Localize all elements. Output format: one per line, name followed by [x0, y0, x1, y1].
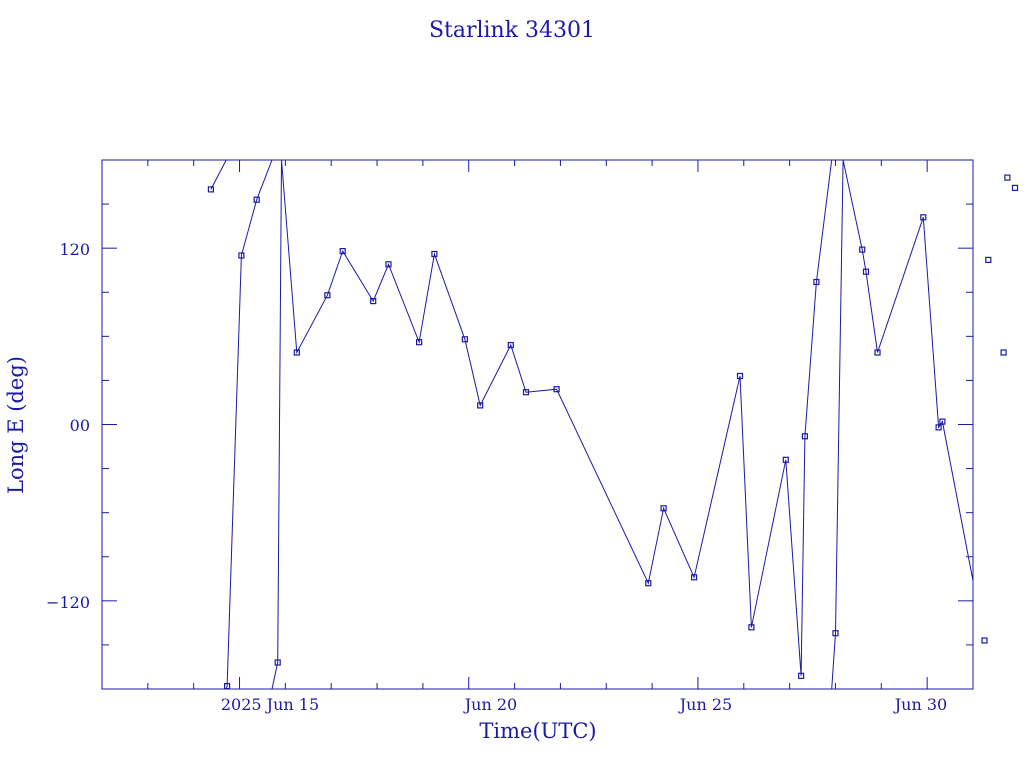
- data-point: [935, 424, 942, 431]
- x-tick-label-jun30: Jun 30: [893, 695, 947, 714]
- data-point: [553, 386, 560, 393]
- data-point: [859, 246, 866, 253]
- data-point: [645, 580, 652, 587]
- data-point: [862, 268, 870, 275]
- y-tick-label-minus-120: −120: [46, 593, 90, 612]
- data-point: [690, 574, 698, 581]
- data-point: [507, 342, 514, 349]
- data-point: [224, 682, 231, 690]
- plot-frame: [101, 159, 974, 690]
- data-point: [339, 248, 346, 255]
- series-line-segment: [225, 160, 273, 689]
- y-axis-label: Long E (deg): [4, 356, 28, 494]
- data-point: [813, 278, 820, 286]
- x-tick-label-jun15: 2025 Jun 15: [221, 695, 319, 714]
- data-point: [385, 261, 392, 268]
- data-point: [293, 349, 300, 356]
- data-point: [324, 292, 331, 299]
- data-point: [832, 630, 839, 637]
- data-point: [797, 672, 805, 679]
- data-point: [431, 250, 438, 258]
- data-point: [981, 637, 988, 644]
- series-line-segment: [831, 160, 973, 689]
- y-tick-label-120: 120: [59, 240, 90, 259]
- x-tick-label-jun25: Jun 25: [678, 695, 732, 714]
- y-tick-label-00: 00: [70, 416, 90, 435]
- data-point: [920, 214, 927, 221]
- data-point: [748, 624, 755, 631]
- data-point: [782, 456, 789, 463]
- data-point: [1000, 349, 1007, 356]
- data-point: [874, 349, 881, 356]
- marker-layer: [207, 174, 1019, 690]
- data-point: [1011, 184, 1019, 191]
- x-tick-label-jun20: Jun 20: [463, 695, 517, 714]
- data-point: [985, 256, 992, 263]
- data-point: [736, 372, 744, 380]
- series-line-segment: [271, 160, 833, 689]
- data-point: [939, 418, 946, 425]
- data-point: [207, 186, 214, 193]
- x-axis-label: Time(UTC): [479, 719, 596, 743]
- data-point: [238, 252, 245, 259]
- axis-ticks: [101, 160, 974, 689]
- data-point: [801, 433, 809, 440]
- data-point: [253, 196, 260, 203]
- series-line-segment: [210, 160, 227, 190]
- data-point: [477, 402, 484, 409]
- series-layer: [210, 160, 973, 689]
- data-point: [1004, 174, 1011, 181]
- data-point: [370, 298, 377, 305]
- data-point: [660, 505, 667, 512]
- data-point: [416, 339, 423, 346]
- chart-title: Starlink 34301: [429, 18, 595, 43]
- data-point: [461, 336, 468, 343]
- data-point: [274, 659, 281, 666]
- data-point: [522, 389, 530, 396]
